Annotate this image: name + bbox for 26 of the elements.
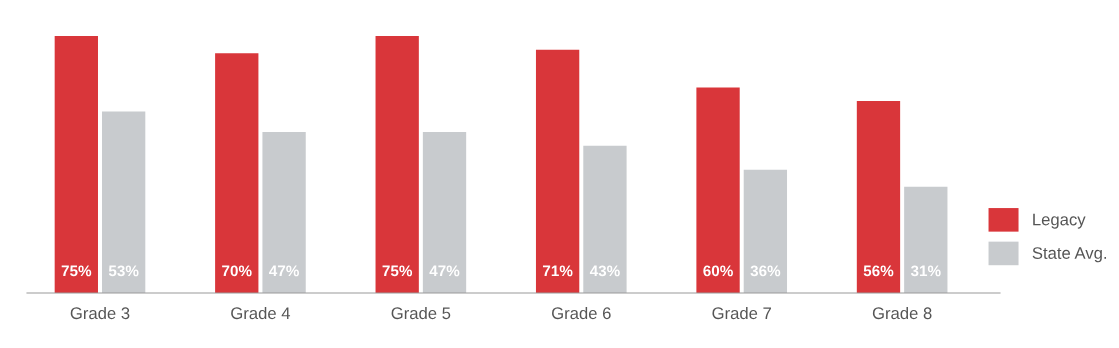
x-tick-label: Grade 4 <box>231 306 291 320</box>
bar <box>583 145 627 293</box>
bar <box>743 169 788 293</box>
data-label: 56% <box>863 265 894 277</box>
legend-label: State Avg. <box>1032 247 1107 263</box>
x-tick-label: Grade 6 <box>552 306 611 320</box>
legend-label: Legacy <box>1033 213 1086 229</box>
bar <box>215 53 259 293</box>
bar <box>262 131 306 293</box>
data-label: 71% <box>542 265 573 277</box>
bar <box>54 36 98 293</box>
bar <box>102 111 146 293</box>
data-label: 75% <box>382 265 413 277</box>
x-tick-label: Grade 3 <box>70 306 130 320</box>
data-label: 60% <box>703 265 733 277</box>
bar <box>856 101 901 293</box>
bar <box>422 131 467 293</box>
data-label: 70% <box>222 265 252 277</box>
x-tick-label: Grade 8 <box>872 306 932 320</box>
bar <box>696 87 740 293</box>
x-tick-label: Grade 7 <box>712 306 771 320</box>
bar <box>535 49 580 293</box>
x-tick-label: Grade 5 <box>391 306 451 320</box>
bar <box>375 36 419 293</box>
data-label: 75% <box>61 265 92 277</box>
bar <box>904 186 948 293</box>
